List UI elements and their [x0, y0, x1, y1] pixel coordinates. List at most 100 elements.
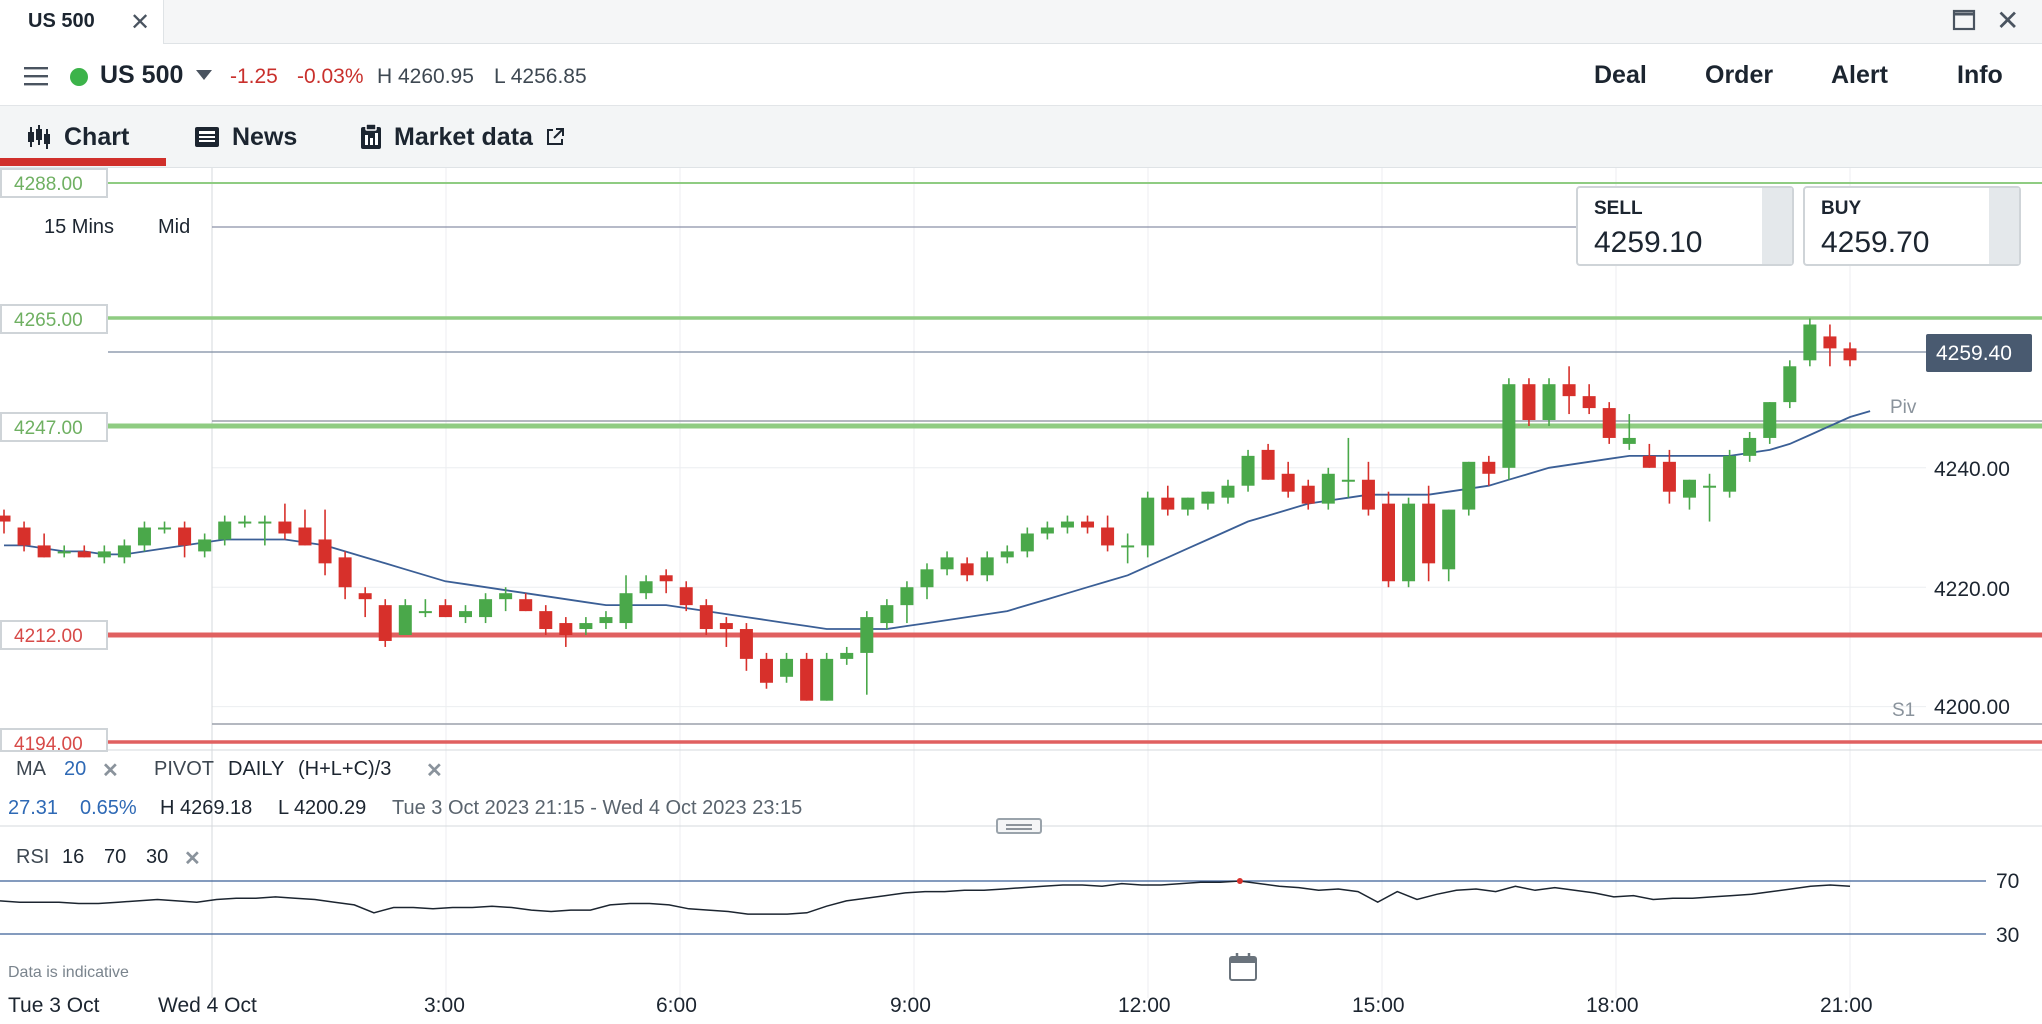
candle-body	[418, 611, 432, 614]
candle-body	[579, 623, 593, 630]
instrument-name[interactable]: US 500	[100, 61, 184, 89]
info-button[interactable]: Info	[1957, 61, 2003, 89]
remove-rsi-icon[interactable]: ✕	[184, 848, 201, 870]
tab-market-data[interactable]: Market data	[360, 120, 565, 154]
x-axis-tick: 6:00	[656, 994, 697, 1017]
window-tab[interactable]: US 500 ✕	[0, 0, 164, 44]
buy-label: BUY	[1821, 198, 1862, 219]
price-type-selector[interactable]: Mid	[158, 216, 191, 238]
candle-body	[57, 551, 71, 554]
candle-body	[820, 658, 834, 701]
candle-body	[679, 587, 693, 606]
remove-ma-icon[interactable]: ✕	[102, 760, 119, 782]
x-axis-tick: Wed 4 Oct	[158, 994, 257, 1017]
active-tab-indicator	[0, 158, 166, 166]
candle-body	[619, 593, 633, 624]
candle-body	[639, 581, 653, 594]
candle-body	[599, 617, 613, 624]
price-chart[interactable]	[0, 168, 2042, 1024]
timeframe-selector[interactable]: 15 Mins	[44, 216, 115, 238]
tab-chart[interactable]: Chart	[26, 120, 129, 154]
candle-body	[258, 521, 272, 524]
candle-body	[479, 599, 493, 618]
sell-button[interactable]: SELL 4259.10	[1576, 186, 1794, 266]
candle-body	[37, 545, 51, 558]
candle-body	[1502, 384, 1516, 468]
candle-body	[980, 557, 994, 576]
buy-strip	[1989, 188, 2019, 264]
candle-body	[1422, 503, 1436, 564]
support-label: S1	[1892, 700, 1916, 721]
level-label[interactable]: 4288.00	[0, 168, 108, 198]
candle-body	[1081, 521, 1095, 528]
rsi-label: RSI	[16, 846, 50, 868]
market-status-dot	[70, 68, 88, 86]
candle-body	[1803, 324, 1817, 361]
tab-chart-label: Chart	[64, 122, 130, 151]
view-tabs: Chart News Market data	[0, 106, 2042, 168]
pivot-label: Piv	[1890, 397, 1917, 418]
ma-period[interactable]: 20	[64, 758, 87, 780]
candle-body	[1743, 437, 1757, 456]
candle-body	[1020, 533, 1034, 552]
candle-body	[1522, 384, 1536, 421]
candle-body	[1562, 384, 1576, 397]
candle-body	[1281, 473, 1295, 492]
candle-body	[1161, 497, 1175, 510]
y-axis-tick: 4220.00	[1934, 578, 2010, 601]
candle-body	[860, 617, 874, 653]
rsi-period[interactable]: 16	[62, 846, 85, 868]
candle-body	[1682, 479, 1696, 498]
candle-body	[1462, 461, 1476, 510]
candlestick-icon	[28, 125, 50, 149]
candle-body	[278, 521, 292, 534]
instrument-header: US 500 -1.25 -0.03% H 4260.95 L 4256.85 …	[0, 44, 2042, 106]
buy-button[interactable]: BUY 4259.70	[1803, 186, 2021, 266]
chevron-down-icon[interactable]	[196, 70, 212, 80]
level-label[interactable]: 4247.00	[0, 412, 108, 442]
panel-resize-handle[interactable]	[996, 818, 1042, 834]
candle-body	[1121, 545, 1135, 548]
candle-body	[1201, 491, 1215, 504]
candle-body	[378, 605, 392, 641]
window-close-icon[interactable]: ✕	[1996, 5, 2020, 36]
level-label[interactable]: 4265.00	[0, 304, 108, 334]
candle-body	[1542, 384, 1556, 421]
candle-body	[960, 563, 974, 576]
maximize-icon[interactable]	[1950, 6, 1978, 34]
rsi-overbought-marker	[1236, 878, 1243, 884]
tab-market-data-label: Market data	[394, 122, 533, 151]
deal-button[interactable]: Deal	[1594, 61, 1647, 89]
calendar-icon[interactable]	[1228, 952, 1258, 982]
candle-body	[539, 611, 553, 630]
level-label[interactable]: 4194.00	[0, 728, 108, 755]
clipboard-icon	[361, 124, 381, 149]
rsi-upper[interactable]: 70	[104, 846, 127, 868]
candle-body	[719, 623, 733, 630]
hamburger-menu-icon[interactable]	[24, 66, 48, 86]
tab-close-icon[interactable]: ✕	[130, 9, 151, 36]
remove-pivot-icon[interactable]: ✕	[426, 760, 443, 782]
candle-body	[559, 623, 573, 635]
current-price-marker: 4259.40	[1926, 334, 2032, 372]
rsi-lower[interactable]: 30	[146, 846, 169, 868]
candle-body	[519, 599, 533, 612]
candle-body	[158, 527, 172, 530]
level-label[interactable]: 4212.00	[0, 620, 108, 650]
candle-body	[900, 587, 914, 606]
x-axis-tick: 12:00	[1118, 994, 1171, 1017]
alert-button[interactable]: Alert	[1831, 61, 1888, 89]
pivot-period[interactable]: DAILY	[228, 758, 285, 780]
ma-label: MA	[16, 758, 46, 780]
order-button[interactable]: Order	[1705, 61, 1774, 89]
candle-body	[338, 557, 352, 588]
candle-body	[1321, 473, 1335, 504]
candle-body	[1060, 521, 1074, 528]
candle-body	[1101, 527, 1115, 546]
window-tab-title: US 500	[28, 10, 95, 32]
y-axis-tick: 4240.00	[1934, 458, 2010, 481]
tab-news[interactable]: News	[194, 120, 297, 154]
candle-body	[1000, 551, 1014, 558]
pivot-formula[interactable]: (H+L+C)/3	[298, 758, 392, 780]
candle-body	[1783, 366, 1797, 403]
